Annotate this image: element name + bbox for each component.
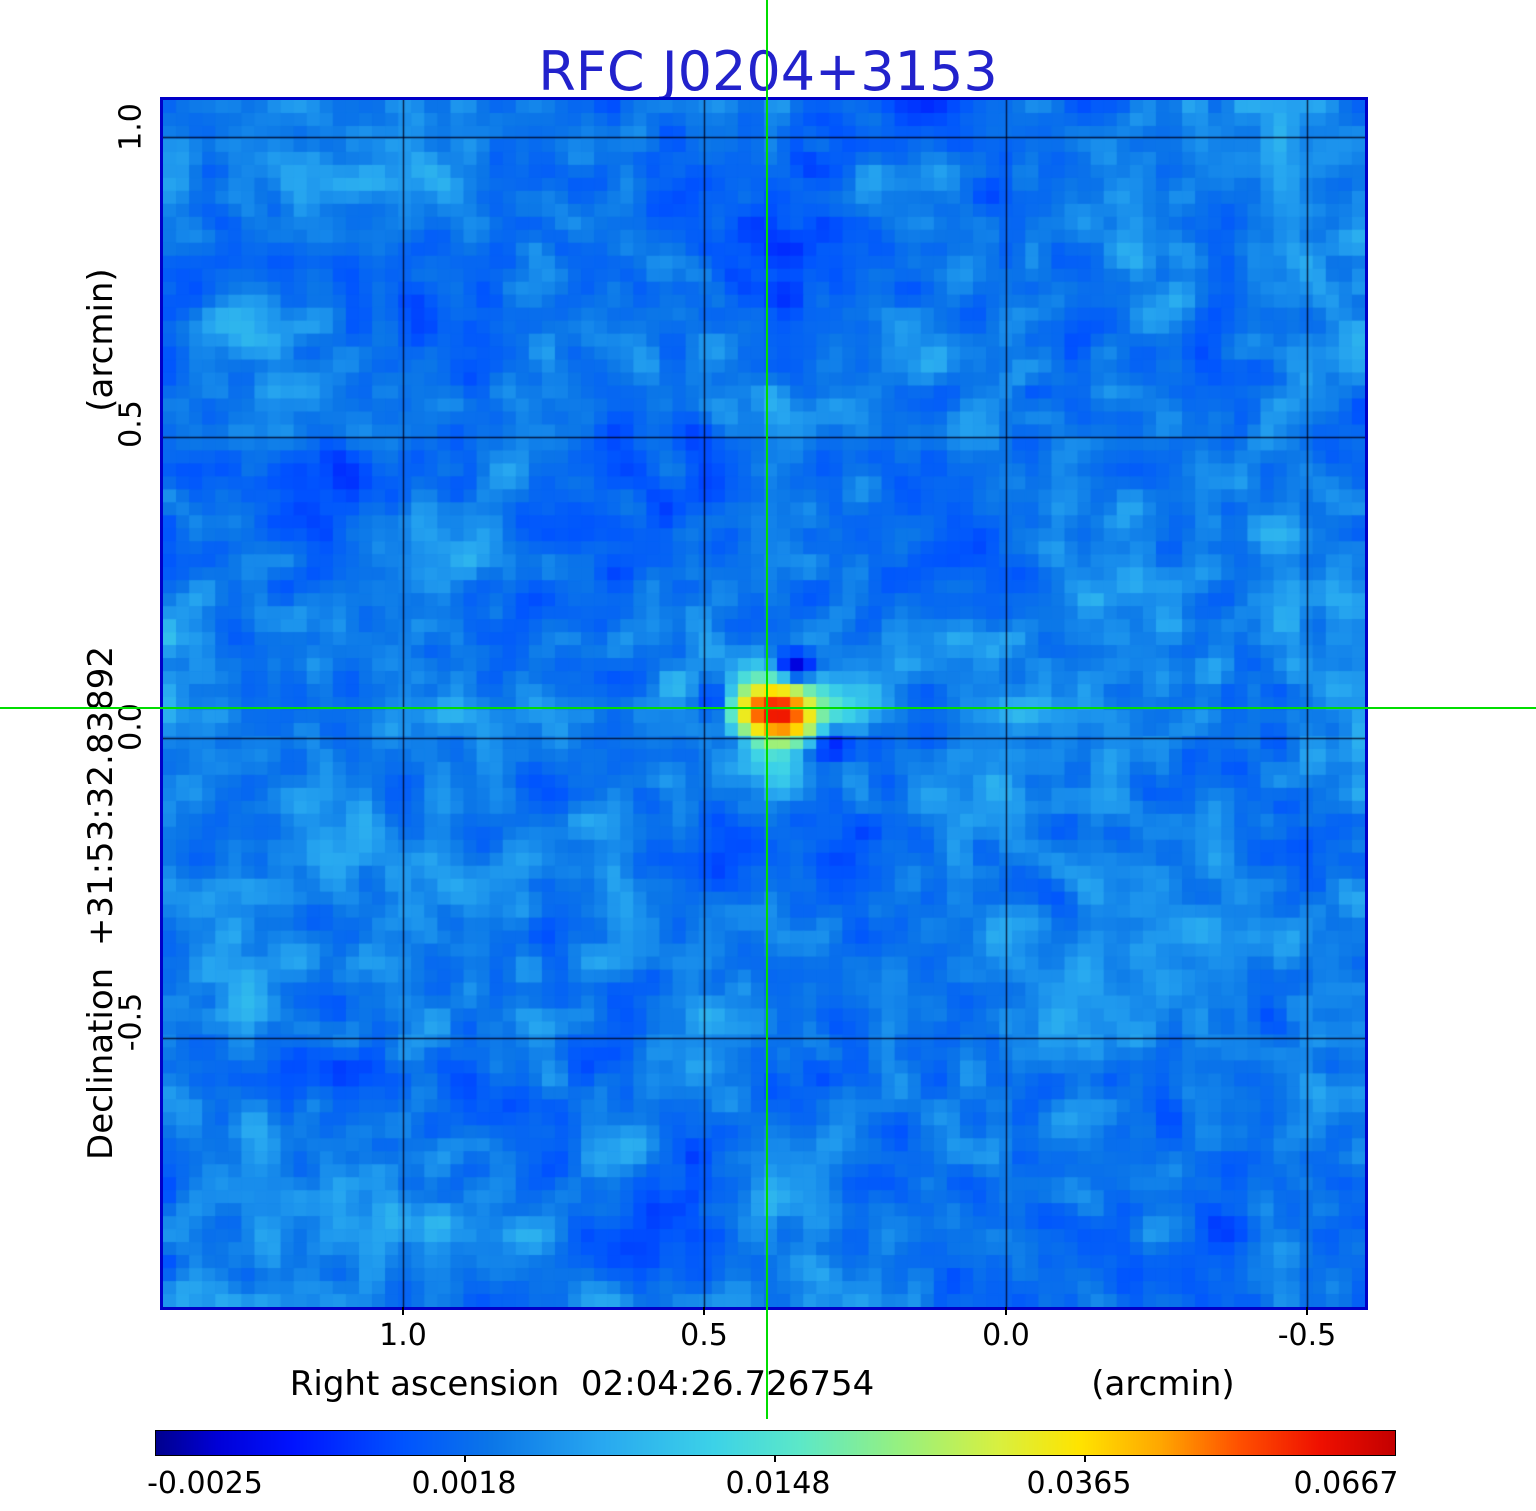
x-axis-label: Right ascension 02:04:26.726754 bbox=[289, 1364, 875, 1404]
x-frame-tick bbox=[1005, 1307, 1007, 1315]
x-frame-tick bbox=[703, 1307, 705, 1315]
x-tick-0.0: 0.0 bbox=[982, 1318, 1030, 1353]
y-axis-unit-label: (arcmin) bbox=[81, 268, 121, 412]
y-tick-1.0: 1.0 bbox=[113, 103, 149, 151]
x-frame-tick bbox=[1306, 1307, 1308, 1315]
colorbar-label-3: 0.0365 bbox=[1026, 1466, 1132, 1501]
x-axis-unit-label: (arcmin) bbox=[1091, 1364, 1235, 1404]
crosshair-horizontal-line bbox=[0, 707, 1536, 709]
crosshair-vertical-line bbox=[766, 0, 768, 1419]
x-tick-1.0: 1.0 bbox=[379, 1318, 427, 1353]
colorbar-label-0: -0.0025 bbox=[147, 1466, 263, 1501]
y-axis-label: Declination +31:53:32.83892 bbox=[81, 646, 121, 1160]
x-tick-neg0.5: -0.5 bbox=[1277, 1318, 1337, 1353]
colorbar-canvas bbox=[155, 1430, 1396, 1456]
plot-title: RFC J0204+3153 bbox=[538, 40, 998, 103]
colorbar-tick bbox=[774, 1456, 776, 1462]
colorbar-label-2: 0.0148 bbox=[725, 1466, 831, 1501]
x-frame-tick bbox=[402, 1307, 404, 1315]
colorbar-tick bbox=[1084, 1456, 1086, 1462]
sky-map-canvas bbox=[160, 97, 1368, 1310]
colorbar-label-1: 0.0018 bbox=[411, 1466, 517, 1501]
x-tick-0.5: 0.5 bbox=[680, 1318, 728, 1353]
colorbar-label-4: 0.0667 bbox=[1293, 1466, 1399, 1501]
colorbar-tick bbox=[464, 1456, 466, 1462]
